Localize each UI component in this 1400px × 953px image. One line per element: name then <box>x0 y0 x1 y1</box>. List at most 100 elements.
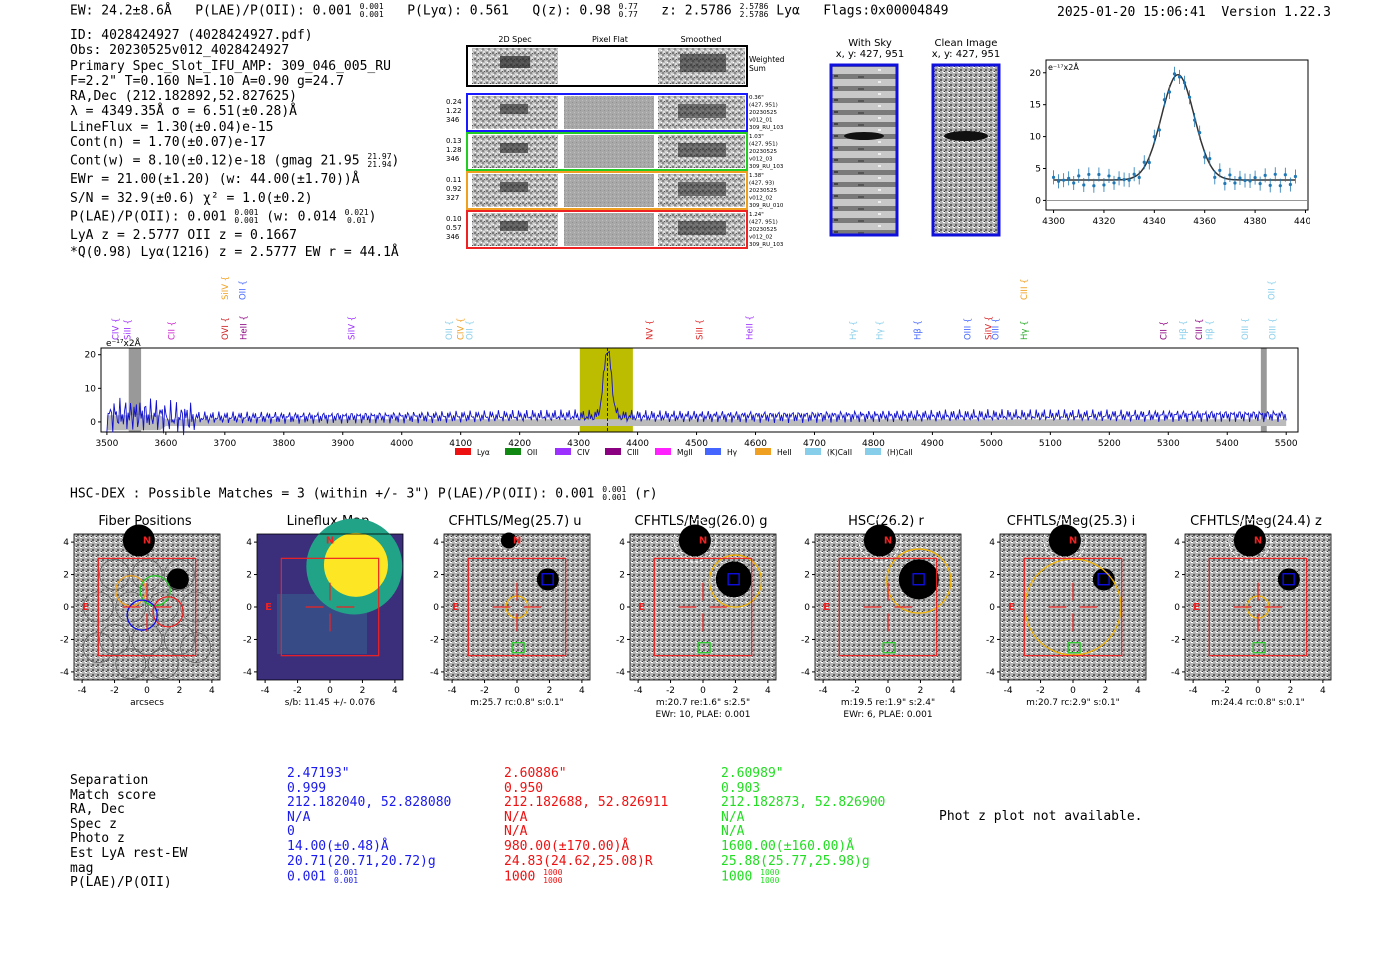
panel-xtick-label: -4 <box>261 686 270 696</box>
match-plae-hi: 0.001 <box>333 868 359 878</box>
image-panel-plot: N E -4 -2 0 2 4 -4 -2 0 2 4 m:24.4 rc:0.8" s:0.1" <box>1171 518 1332 708</box>
match-cell: N/A <box>504 809 528 825</box>
aperture-ellipse <box>1024 558 1122 656</box>
panel-ytick-label: 0 <box>246 603 252 613</box>
spectrum-line-label: OII { <box>445 320 455 340</box>
sky-title-text: With Sky <box>848 38 892 49</box>
header-qz-lo: 0.77 <box>618 10 638 19</box>
image-panel-plot: N E -4 -2 0 2 4 -4 -2 0 2 4 m:25.7 rc:0.8" s:0.1" <box>430 528 591 708</box>
source-blob <box>536 568 559 591</box>
spectrum-line-label: OVI { <box>221 317 231 340</box>
sky-images <box>829 63 1001 237</box>
legend-label: MgII <box>677 448 693 457</box>
compass-east: E <box>82 602 89 613</box>
info-qline: *Q(0.98) Lyα(1216) z = 2.5777 EW r = 44.… <box>70 245 399 261</box>
cutout-right-label: 1.38" <box>749 173 764 179</box>
cutout-left-label: 327 <box>446 194 459 202</box>
panel-ytick-label: -4 <box>60 668 69 678</box>
spectrum-error-band <box>106 415 1287 431</box>
spectrum-line-label: Hβ { <box>914 320 924 340</box>
info-plae: P(LAE)/P(OII): 0.001 <box>70 209 227 225</box>
photz-note: Phot z plot not available. <box>939 809 1143 824</box>
cutout-right-label: v012_03 <box>749 157 773 163</box>
panel-ytick-label: 2 <box>246 571 252 581</box>
fit-point <box>1082 183 1086 187</box>
fit-point <box>1258 182 1262 186</box>
header-version: Version 1.22.3 <box>1221 5 1331 20</box>
compass-east: E <box>1008 602 1015 613</box>
cutout-flat <box>564 213 654 246</box>
panel-xtick-label: -4 <box>448 686 457 696</box>
fit-point <box>1233 181 1237 185</box>
match-cell: N/A <box>721 824 745 840</box>
spectrum-highlight <box>579 348 633 432</box>
header-bar: EW: 24.2±8.6Å P(LAE)/P(OII): 0.001 0.001… <box>70 3 949 19</box>
spectrum-xtick-label: 4900 <box>921 439 944 449</box>
panel-xtick-label: -4 <box>1004 686 1013 696</box>
spectrum-line-label: OIII { <box>1241 318 1251 340</box>
match-cell: N/A <box>287 809 311 825</box>
spectrum-xtick-label: 4500 <box>685 439 708 449</box>
info-plae-hi: 0.001 <box>234 207 259 217</box>
match-cell: 0.903 <box>721 780 761 796</box>
fit-point <box>1127 178 1131 182</box>
hsc-hi: 0.001 <box>602 485 627 494</box>
cutout-left-label: 0.92 <box>446 185 462 193</box>
source-blob <box>898 559 939 600</box>
panel-ytick-label: 0 <box>989 603 995 613</box>
image-bg <box>630 534 776 680</box>
spectrum-xtick-label: 3500 <box>95 439 118 449</box>
source-blob <box>1277 568 1300 591</box>
header-plya: P(Lyα): 0.561 <box>407 3 509 19</box>
source-ellipse <box>497 528 521 552</box>
fiber-circle <box>147 648 179 680</box>
spectrum-line-label: SiIV { <box>221 276 231 300</box>
cutout-left-label: 346 <box>446 116 460 124</box>
fiber-circle-blue <box>126 599 158 631</box>
source-blob <box>715 561 752 598</box>
fit-point <box>1157 128 1161 132</box>
cutout-source <box>500 182 528 192</box>
info-obs: Obs: 20230525v012_4028424927 <box>70 43 290 59</box>
panel-ytick-label: -2 <box>430 635 439 645</box>
compass-north: N <box>143 536 151 547</box>
match-marker-blue <box>912 573 925 586</box>
panel-ytick-label: 2 <box>433 571 439 581</box>
spectrum-chart: e⁻¹⁷x2Å 3500 3600 3700 3800 3900 4000 4100 4200… <box>85 276 1299 457</box>
hsc-lo: 0.001 <box>602 493 627 502</box>
match-label-2: RA, Dec <box>70 802 125 818</box>
header-timestamp: 2025-01-20 15:06:41 <box>1057 5 1206 20</box>
aperture-ellipse <box>886 548 952 614</box>
panel-ytick-label: -2 <box>243 635 252 645</box>
spectrum-line-label: Hβ { <box>1179 320 1189 340</box>
match-cell-plae: 1000 1000 1000 <box>504 869 668 885</box>
panel-xtick-label: -2 <box>666 686 675 696</box>
match-col-2: 2.60989" 0.903 212.182873, 52.826900 N/A… <box>721 766 885 885</box>
info-plae-w-hi: 0.021 <box>344 207 369 217</box>
clean-title: Clean Image x, y: 427, 951 <box>925 38 1007 60</box>
fit-point <box>1072 181 1076 185</box>
match-label-7: P(LAE)/P(OII) <box>70 875 172 891</box>
match-cell: 2.47193" <box>287 766 350 781</box>
compass-north: N <box>1069 536 1077 547</box>
image-panel-plot: N E -4 -2 0 2 4 -4 -2 0 2 4 m:20.7 rc:2.9" s:0.1" <box>986 518 1147 708</box>
panel-ytick-label: 4 <box>989 538 995 548</box>
match-plae: 1000 <box>721 869 753 885</box>
match-label-3: Spec z <box>70 816 117 832</box>
fit-ytick-label: 15 <box>1030 101 1041 111</box>
image-panel-title: HSC(26.2) r <box>848 514 924 529</box>
cutout-right-label: (427, 951) <box>749 220 778 226</box>
header-plae-hi: 0.001 <box>359 2 384 11</box>
fit-xtick-label: 4360 <box>1193 217 1216 227</box>
fit-point <box>1187 95 1192 99</box>
image-panel-caption: s/b: 11.45 +/- 0.076 <box>285 698 376 708</box>
panel-ytick-label: -4 <box>986 668 995 678</box>
fit-xtick-label: 4320 <box>1092 217 1115 227</box>
panel-ytick-label: 0 <box>433 603 439 613</box>
fit-point <box>1218 168 1222 172</box>
fit-point <box>1228 173 1232 177</box>
spectrum-ytick-label: 10 <box>85 384 97 394</box>
fit-point <box>1182 81 1187 85</box>
fit-point <box>1248 179 1252 183</box>
fit-point <box>1087 172 1091 177</box>
